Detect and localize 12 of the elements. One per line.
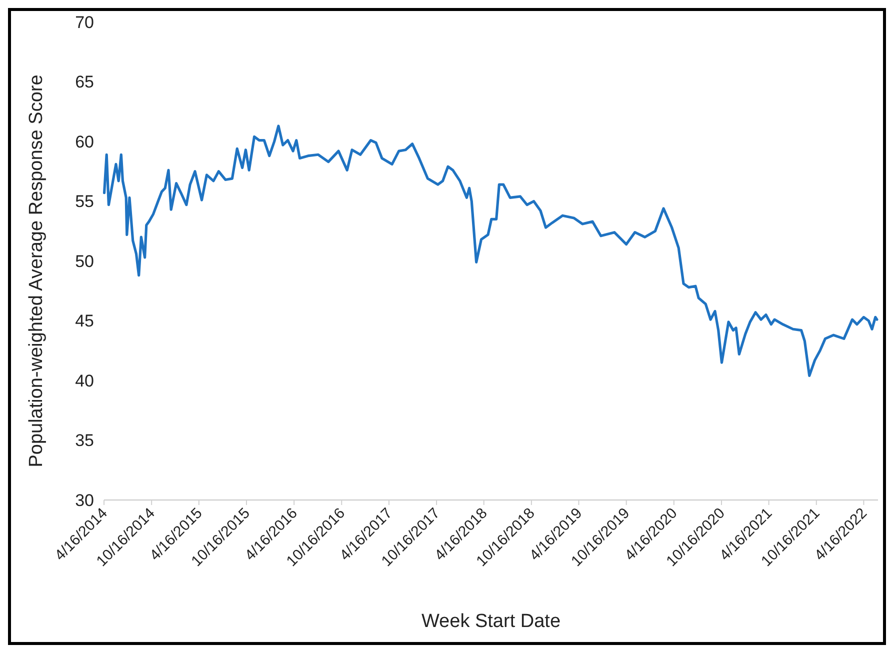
y-tick-label: 45 bbox=[75, 312, 94, 331]
x-axis-title: Week Start Date bbox=[421, 611, 561, 632]
y-tick-label: 40 bbox=[75, 371, 94, 390]
y-tick-label: 65 bbox=[75, 72, 94, 92]
y-tick-label: 50 bbox=[75, 252, 94, 271]
y-tick-label: 60 bbox=[75, 132, 94, 152]
y-tick-label: 30 bbox=[75, 490, 94, 510]
y-tick-label: 70 bbox=[75, 12, 94, 32]
y-tick-label: 35 bbox=[75, 431, 94, 450]
line-series bbox=[102, 124, 878, 378]
y-tick-label: 55 bbox=[75, 192, 94, 212]
y-axis-title: Population-weighted Average Response Score bbox=[26, 74, 47, 468]
